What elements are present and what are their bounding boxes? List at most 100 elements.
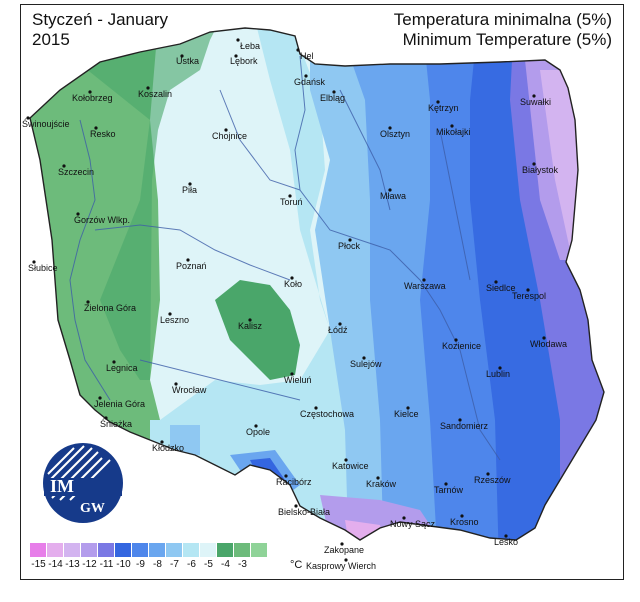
city-marker (296, 48, 300, 52)
city-marker (486, 472, 490, 476)
city-marker (290, 372, 294, 376)
city-label: Legnica (106, 363, 138, 373)
city-marker (388, 126, 392, 130)
legend-label: -9 (136, 559, 145, 570)
city-marker (454, 338, 458, 342)
title-left: Styczeń - January 2015 (32, 10, 168, 50)
city-label: Kielce (394, 409, 419, 419)
city-label: Wieluń (284, 375, 312, 385)
legend-swatch (251, 543, 268, 557)
legend-label: -10 (116, 559, 131, 570)
city-label: Zielona Góra (84, 303, 136, 313)
legend-swatch (115, 543, 132, 557)
city-marker (344, 558, 348, 562)
legend-label (251, 559, 268, 573)
city-label: Sulejów (350, 359, 382, 369)
city-marker (504, 534, 508, 538)
rivers (69, 55, 501, 461)
legend-swatch (30, 543, 47, 557)
city-label: Łeba (240, 41, 260, 51)
city-label: Terespol (512, 291, 546, 301)
city-label: Koszalin (138, 89, 172, 99)
legend-label: -5 (204, 559, 213, 570)
city-marker (98, 396, 102, 400)
city-label: Łódź (328, 325, 348, 335)
city-label: Białystok (522, 165, 559, 175)
city-marker (168, 312, 172, 316)
city-marker (422, 278, 426, 282)
city-label: Nowy Sącz (390, 519, 436, 529)
legend-swatch (64, 543, 81, 557)
city-label: Piła (182, 185, 197, 195)
city-label: Gdańsk (294, 77, 326, 87)
city-marker (284, 474, 288, 478)
city-marker (160, 440, 164, 444)
city-marker (376, 476, 380, 480)
legend-swatch (234, 543, 251, 557)
city-marker (180, 54, 184, 58)
city-label: Częstochowa (300, 409, 354, 419)
city-marker (460, 514, 464, 518)
city-marker (94, 126, 98, 130)
city-label: Lesko (494, 537, 518, 547)
city-label: Włodawa (530, 339, 567, 349)
city-marker (348, 238, 352, 242)
city-marker (112, 360, 116, 364)
legend-label: -13 (65, 559, 80, 570)
legend-labels: -15 -14 -13 -12 -11 -10 -9 -8 -7 -6 -5 -4 -3 (30, 559, 292, 573)
legend-swatch (217, 543, 234, 557)
city-marker (186, 258, 190, 262)
city-marker (304, 74, 308, 78)
city-marker (188, 182, 192, 186)
city-label: Bielsko-Biała (278, 507, 330, 517)
city-marker (26, 116, 30, 120)
city-marker (402, 516, 406, 520)
city-label: Kasprowy Wierch (306, 561, 376, 571)
city-marker (532, 94, 536, 98)
logo-text-bottom: GW (80, 501, 105, 516)
title-year: 2015 (32, 30, 70, 49)
city-label: Elbląg (320, 93, 345, 103)
legend-label: -15 (31, 559, 46, 570)
city-label: Kołobrzeg (72, 93, 113, 103)
legend-swatch (132, 543, 149, 557)
city-marker (338, 322, 342, 326)
city-marker (104, 416, 108, 420)
city-marker (494, 280, 498, 284)
city-marker (532, 162, 536, 166)
city-label: Mikołajki (436, 127, 471, 137)
city-marker (288, 194, 292, 198)
title-right: Temperatura minimalna (5%) Minimum Tempe… (394, 10, 612, 50)
city-marker (498, 366, 502, 370)
legend-swatch (81, 543, 98, 557)
city-marker (86, 300, 90, 304)
city-marker (62, 164, 66, 168)
city-marker (294, 504, 298, 508)
legend-label: -14 (48, 559, 63, 570)
city-marker (458, 418, 462, 422)
legend-swatches (30, 543, 292, 557)
city-marker (542, 336, 546, 340)
legend-unit: °C (290, 559, 303, 571)
city-labels: Łeba Hel Ustka Lębork Gdańsk Kołobrzeg Koszali… (22, 38, 567, 571)
city-label: Kozienice (442, 341, 481, 351)
legend-swatch (149, 543, 166, 557)
color-legend: -15 -14 -13 -12 -11 -10 -9 -8 -7 -6 -5 -4 -3 (30, 543, 292, 573)
city-label: Gorzów Wlkp. (74, 215, 130, 225)
city-label: Kalisz (238, 321, 263, 331)
city-marker (388, 188, 392, 192)
city-marker (236, 38, 240, 42)
city-label: Kraków (366, 479, 397, 489)
city-marker (406, 406, 410, 410)
legend-label: -7 (170, 559, 179, 570)
city-label: Chojnice (212, 131, 247, 141)
city-label: Sandomierz (440, 421, 489, 431)
city-label: Lublin (486, 369, 510, 379)
title-polish: Temperatura minimalna (5%) (393, 10, 612, 29)
logo-text-top: IM (50, 476, 74, 496)
city-label: Śnieżka (100, 418, 132, 429)
legend-swatch (200, 543, 217, 557)
city-marker (248, 318, 252, 322)
city-label: Słubice (28, 263, 58, 273)
